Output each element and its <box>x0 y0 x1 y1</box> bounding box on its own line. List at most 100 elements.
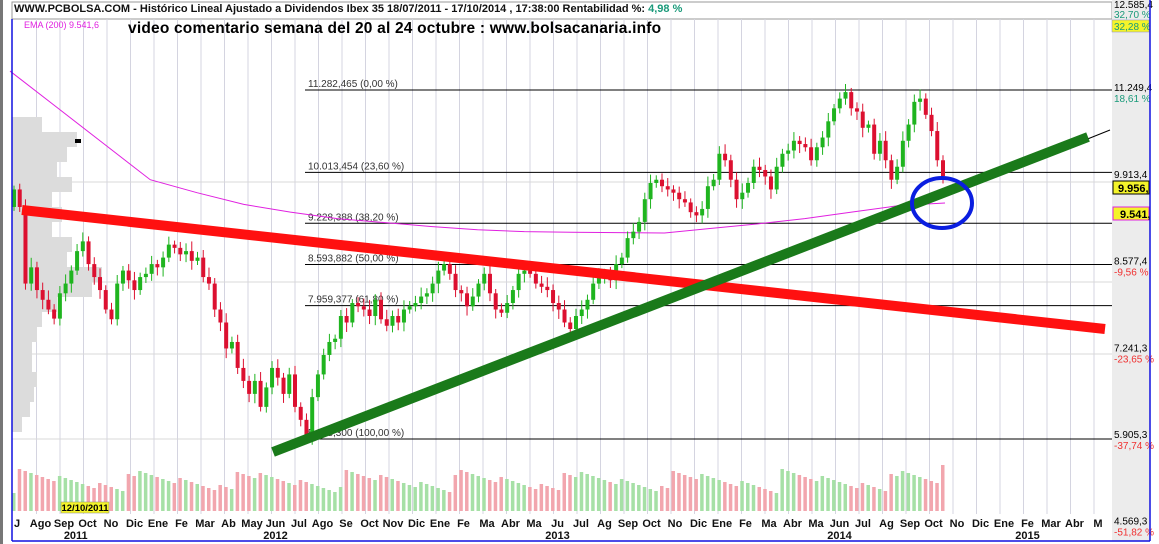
candle-body <box>711 179 716 187</box>
volume-bar <box>465 472 469 511</box>
candle-body <box>860 111 865 128</box>
volume-bar <box>619 479 624 511</box>
volume-bar <box>344 470 349 511</box>
volume-profile-bar <box>12 372 37 387</box>
volume-bar <box>832 480 836 511</box>
volume-profile-bar <box>12 192 52 207</box>
candle-body <box>459 290 464 294</box>
x-month-label: Nov <box>383 518 405 530</box>
volume-bar <box>218 485 222 511</box>
candle-body <box>545 286 550 291</box>
candle-body <box>419 296 424 304</box>
volume-bar <box>849 486 853 511</box>
volume-bar <box>912 475 916 511</box>
candle-body <box>287 374 292 394</box>
volume-bar <box>143 473 148 511</box>
candle <box>390 310 395 333</box>
candle <box>46 290 51 315</box>
volume-bar <box>161 479 165 511</box>
candle-body <box>235 341 240 368</box>
candle <box>619 252 624 269</box>
volume-bar <box>556 490 561 511</box>
volume-bar <box>69 480 73 511</box>
candle-body <box>660 179 665 187</box>
candle-body <box>740 192 745 200</box>
x-month-label: Jul <box>573 518 589 530</box>
candle <box>803 137 808 152</box>
candle-body <box>516 273 521 291</box>
volume-bar <box>430 486 435 511</box>
volume-bar <box>436 488 440 511</box>
candle-body <box>465 293 470 307</box>
candle-body <box>384 319 389 326</box>
volume-bar <box>711 478 716 511</box>
left-edge <box>0 0 3 544</box>
x-month-label: Dic <box>690 518 707 530</box>
volume-bar <box>109 487 113 511</box>
volume-bar <box>487 480 492 511</box>
candle <box>510 285 515 310</box>
candle <box>247 375 252 403</box>
candle-body <box>115 283 120 320</box>
candle <box>195 251 200 266</box>
x-month-label: Mar <box>1041 518 1061 530</box>
volume-bar <box>115 489 119 511</box>
candle-body <box>591 283 596 300</box>
candle <box>69 265 74 293</box>
x-year-label: 2012 <box>263 530 287 542</box>
candle-body <box>866 124 871 128</box>
candle-body <box>298 406 303 420</box>
volume-bar <box>304 482 308 511</box>
candle <box>562 300 567 328</box>
candle-body <box>533 273 538 284</box>
ema-badge: 9.541, <box>1120 209 1151 221</box>
candle-body <box>430 283 435 294</box>
candle-body <box>872 124 877 154</box>
x-month-label: Ago <box>312 518 334 530</box>
volume-bar <box>705 476 710 511</box>
candle-body <box>854 108 859 112</box>
candle <box>430 276 435 302</box>
candle <box>688 198 693 218</box>
current-pct-badge-bg <box>1111 19 1150 33</box>
axis-price-label: 8.577,4 <box>1114 257 1148 268</box>
axis-pct-label: -37,74 % <box>1114 441 1154 452</box>
candle <box>677 186 682 209</box>
volume-bar <box>57 476 62 511</box>
candle <box>505 294 510 319</box>
volume-bar <box>608 482 612 511</box>
candle <box>809 138 814 166</box>
candle-body <box>757 166 762 170</box>
highlight-circle <box>910 176 974 230</box>
volume-profile-bar <box>12 222 52 237</box>
x-month-label: No <box>104 518 119 530</box>
candle <box>161 251 166 277</box>
x-month-label: Ago <box>30 518 52 530</box>
candle <box>866 120 871 133</box>
x-month-label: Ma <box>526 518 542 530</box>
candle <box>654 175 659 188</box>
candle-body <box>178 247 183 255</box>
candle-body <box>172 244 177 248</box>
last-price-badge: 9.956, <box>1118 183 1149 195</box>
volume-bar <box>482 478 486 511</box>
candle-body <box>746 182 751 193</box>
candle-body <box>453 273 458 291</box>
candle <box>746 177 751 198</box>
axis-price-label: 7.241,3 <box>1114 343 1148 354</box>
volume-bar <box>596 478 601 511</box>
candle-body <box>275 367 280 378</box>
volume-bar <box>224 487 228 511</box>
candle-body <box>34 267 39 291</box>
volume-bar <box>654 491 658 511</box>
volume-profile-bar <box>12 132 77 147</box>
candle <box>556 295 561 319</box>
volume-bar <box>453 475 458 511</box>
candle-body <box>29 267 34 284</box>
volume-bar <box>442 490 446 511</box>
candle <box>465 286 470 316</box>
candle <box>178 241 183 262</box>
volume-bar <box>103 485 108 511</box>
volume-bar <box>677 473 681 511</box>
